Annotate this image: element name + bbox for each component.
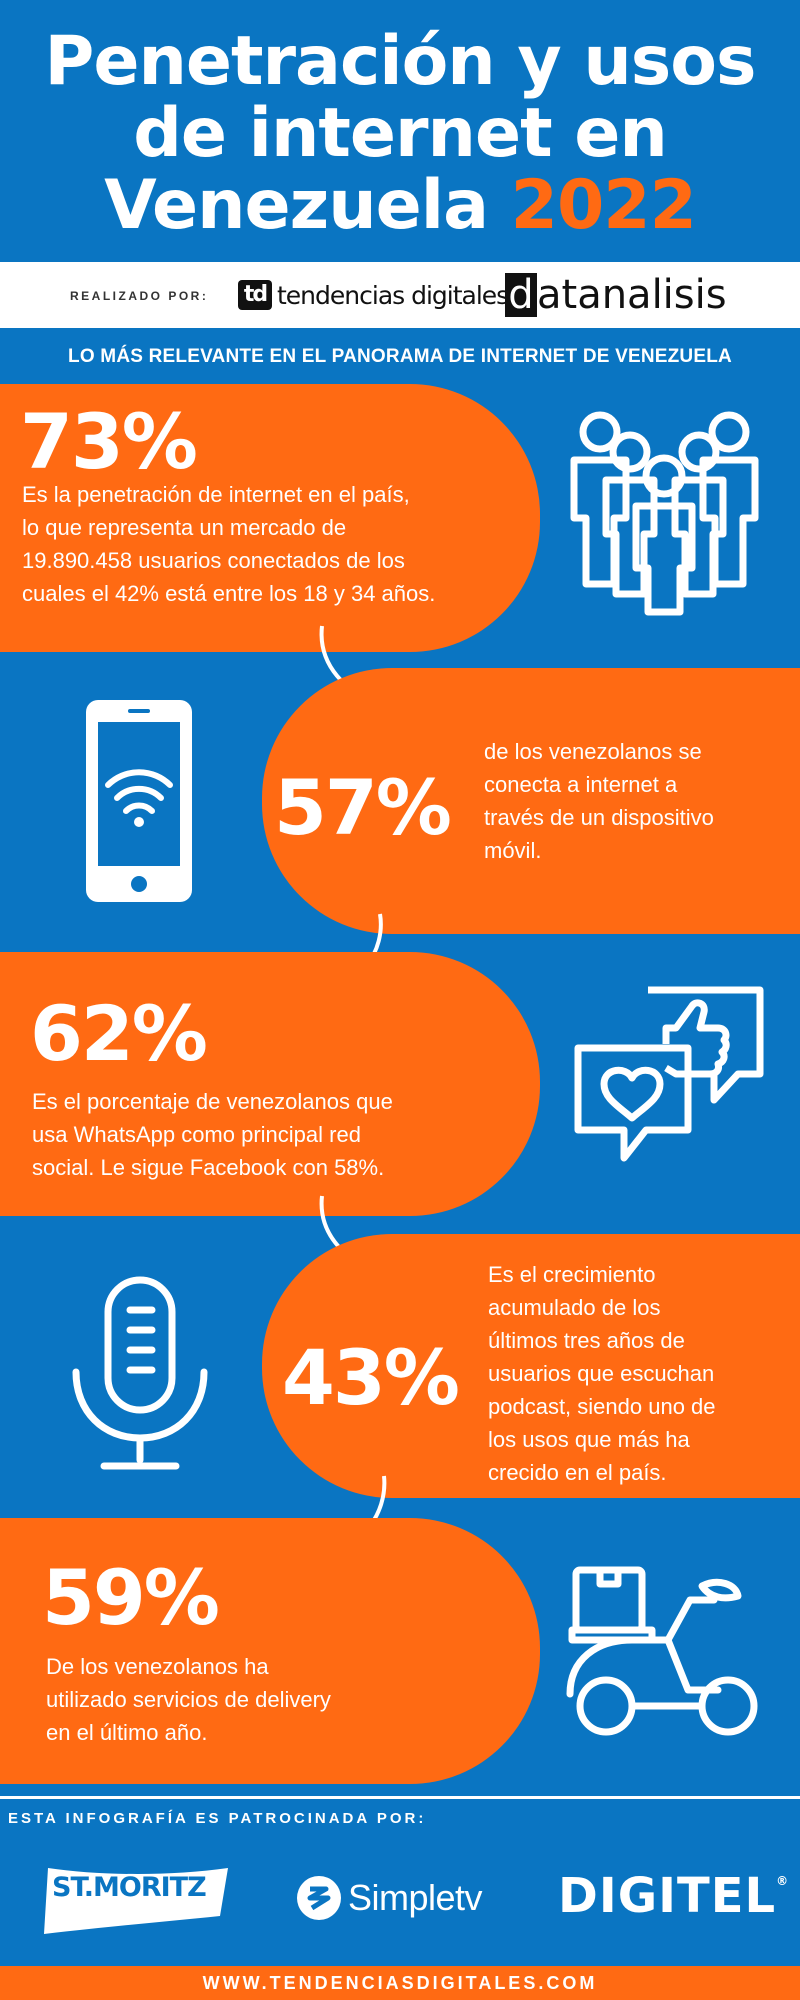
made-by-label: REALIZADO POR: [70, 289, 209, 303]
stat-line: crecido en el país. [488, 1460, 667, 1485]
stat-line: social. Le sigue Facebook con 58%. [32, 1155, 385, 1180]
stat-line: utilizado servicios de delivery [46, 1687, 331, 1712]
stat-line: usa WhatsApp como principal red [32, 1122, 361, 1147]
stat-description: Es el crecimiento acumulado de los últim… [488, 1258, 788, 1489]
stat-line: De los venezolanos ha [46, 1654, 269, 1679]
datanalisis-logo-mark: d [505, 273, 537, 317]
stat-line: Es el crecimiento [488, 1262, 656, 1287]
stat-line: Es el porcentaje de venezolanos que [32, 1089, 393, 1114]
microphone-icon [72, 1276, 208, 1470]
sponsors-label: ESTA INFOGRAFÍA ES PATROCINADA POR: [8, 1810, 427, 1827]
stat-line: 19.890.458 usuarios conectados de los [22, 548, 405, 573]
td-logo-mark: td [238, 280, 272, 310]
smartphone-wifi-icon [86, 700, 192, 902]
stat-line: podcast, siendo uno de [488, 1394, 716, 1419]
stat-value: 43% [282, 1333, 460, 1422]
social-chat-like-icon [574, 986, 764, 1162]
people-group-icon [570, 411, 759, 616]
stat-value: 62% [30, 989, 208, 1078]
stat-description: Es el porcentaje de venezolanos que usa … [32, 1085, 532, 1184]
stat-card-57 [262, 668, 800, 934]
section-subtitle: LO MÁS RELEVANTE EN EL PANORAMA DE INTER… [68, 346, 732, 367]
digitel-logo: DIGITEL® [558, 1868, 789, 1924]
tendencias-digitales-logo: td tendencias digitales [238, 278, 509, 312]
stat-description: de los venezolanos se conecta a internet… [484, 735, 784, 867]
stat-line: cuales el 42% está entre los 18 y 34 año… [22, 581, 436, 606]
simpletv-logo: Simpletv [296, 1875, 483, 1921]
stat-description: De los venezolanos ha utilizado servicio… [46, 1650, 466, 1749]
stat-card-62 [0, 952, 540, 1216]
stat-line: últimos tres años de [488, 1328, 685, 1353]
stat-value: 57% [274, 763, 452, 852]
stat-description: Es la penetración de internet en el país… [22, 478, 542, 610]
simpletv-mark-icon [297, 1876, 341, 1920]
title-line-1: Penetración y usos [44, 22, 757, 101]
stat-value: 73% [20, 397, 198, 486]
footer-url[interactable]: WWW.TENDENCIASDIGITALES.COM [0, 1966, 800, 2000]
datanalisis-logo: d atanalisis [505, 272, 727, 318]
simpletv-logo-text: Simpletv [348, 1877, 483, 1918]
divider [0, 1796, 800, 1799]
title-country: Venezuela [104, 166, 489, 245]
datanalisis-logo-text: atanalisis [537, 272, 727, 318]
title-year: 2022 [510, 166, 697, 245]
stat-line: los usos que más ha [488, 1427, 690, 1452]
stmoritz-banner-shape [44, 1868, 228, 1934]
stat-line: través de un dispositivo [484, 805, 714, 830]
registered-mark: ® [776, 1874, 790, 1888]
stat-line: conecta a internet a [484, 772, 678, 797]
stat-line: en el último año. [46, 1720, 208, 1745]
delivery-scooter-icon [566, 1566, 758, 1736]
stmoritz-logo-text: ST.MORITZ [52, 1872, 207, 1903]
digitel-logo-text: DIGITEL [558, 1868, 777, 1924]
stat-value: 59% [42, 1553, 220, 1642]
made-by-bar: REALIZADO POR: td tendencias digitales d… [0, 262, 800, 328]
stat-line: móvil. [484, 838, 542, 863]
stat-line: Es la penetración de internet en el país… [22, 482, 410, 507]
td-logo-text: tendencias digitales [277, 280, 509, 310]
stat-card-59 [0, 1518, 540, 1784]
stat-card-43 [262, 1234, 800, 1498]
stmoritz-logo: ST.MORITZ [42, 1862, 234, 1936]
stat-line: lo que representa un mercado de [22, 515, 347, 540]
stat-line: acumulado de los [488, 1295, 661, 1320]
header: Penetración y usos de internet en Venezu… [0, 0, 800, 262]
page-title: Penetración y usos de internet en Venezu… [0, 26, 800, 242]
title-line-2: de internet en [133, 94, 668, 173]
stat-card-73 [0, 384, 540, 652]
title-line-3: Venezuela 2022 [0, 170, 800, 242]
stat-line: de los venezolanos se [484, 739, 702, 764]
stat-line: usuarios que escuchan [488, 1361, 715, 1386]
